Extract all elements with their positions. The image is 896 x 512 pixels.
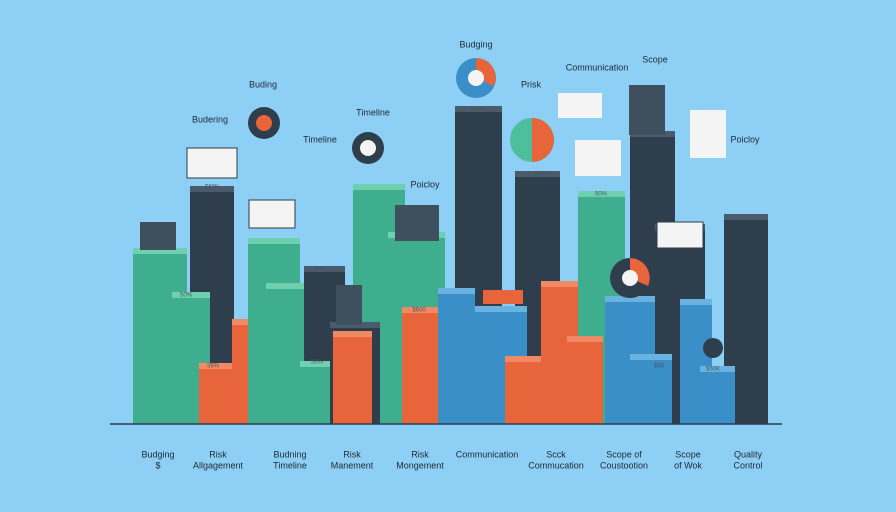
bar-label: $60K bbox=[205, 185, 219, 191]
bar-top bbox=[475, 306, 527, 312]
chart-icon bbox=[575, 140, 621, 176]
bar-top bbox=[605, 296, 657, 302]
bottom-label: Control bbox=[733, 460, 762, 470]
bar-label: 50% bbox=[595, 192, 608, 198]
bar-top bbox=[402, 307, 445, 313]
bar-label: $50K bbox=[706, 367, 720, 373]
bottom-label: Mongement bbox=[396, 460, 444, 470]
bar-top bbox=[455, 106, 502, 112]
bar-top bbox=[190, 186, 234, 192]
bottom-label: Scope bbox=[675, 449, 701, 459]
top-label: Timeline bbox=[303, 134, 337, 144]
top-label: Poicloy bbox=[410, 179, 440, 189]
bottom-label: Budning bbox=[273, 449, 306, 459]
top-label: Scope bbox=[642, 54, 668, 64]
pie-hole bbox=[468, 70, 484, 86]
bar-top bbox=[724, 214, 768, 220]
icons bbox=[140, 58, 726, 358]
bar-top bbox=[353, 184, 405, 190]
bottom-label: Quality bbox=[734, 449, 763, 459]
bar-shape bbox=[199, 367, 234, 424]
bottom-label: Coustootion bbox=[600, 460, 648, 470]
bar-label: $6K bbox=[315, 267, 326, 273]
building-icon bbox=[395, 205, 439, 241]
gear-hub bbox=[256, 115, 272, 131]
bottom-label: Allgagement bbox=[193, 460, 244, 470]
bar-label: 36% bbox=[207, 364, 220, 370]
top-label: Budging bbox=[459, 39, 492, 49]
bar-shape bbox=[402, 311, 445, 424]
bottom-label: of Wok bbox=[674, 460, 702, 470]
bar-shape bbox=[266, 287, 306, 424]
bottom-label: Scope of bbox=[606, 449, 642, 459]
chart-icon bbox=[558, 93, 602, 118]
bar-shape bbox=[333, 335, 372, 424]
bar-label: $60K bbox=[534, 172, 548, 178]
bar-shape bbox=[630, 358, 672, 424]
bar-label: $600 bbox=[412, 308, 426, 314]
bar-top bbox=[333, 331, 372, 337]
bar-top bbox=[199, 363, 234, 369]
bar-top bbox=[172, 292, 210, 298]
pie-slice bbox=[532, 118, 554, 162]
bar-top bbox=[515, 171, 560, 177]
monitor-icon bbox=[656, 221, 704, 249]
bottom-label: $ bbox=[155, 460, 160, 470]
bar-shape bbox=[438, 292, 475, 424]
label-group: Budging Prisk Communication Scope Buding Bude… bbox=[141, 39, 762, 470]
bar-top bbox=[304, 266, 345, 272]
top-label: Budering bbox=[192, 114, 228, 124]
bar-top bbox=[300, 361, 330, 367]
bottom-label: Scck bbox=[546, 449, 566, 459]
bar-label: 50% bbox=[311, 360, 324, 366]
building-icon bbox=[336, 285, 362, 325]
bottom-label: Budging bbox=[141, 449, 174, 459]
book-icon bbox=[483, 290, 523, 304]
monitor-icon bbox=[248, 199, 296, 229]
chart-icon bbox=[690, 110, 726, 158]
bar-shape bbox=[700, 370, 735, 424]
bottom-label: Risk bbox=[343, 449, 361, 459]
bar-shape bbox=[300, 365, 330, 424]
top-label: Prisk bbox=[521, 79, 541, 89]
bottom-label: Communication bbox=[456, 449, 519, 459]
house-icon bbox=[140, 222, 176, 250]
bar-top bbox=[248, 238, 300, 244]
bottom-label: Risk bbox=[209, 449, 227, 459]
gear-icon bbox=[703, 338, 723, 358]
bar-top bbox=[541, 281, 580, 287]
top-label: Buding bbox=[249, 79, 277, 89]
bar-top bbox=[438, 288, 475, 294]
bar-group bbox=[133, 106, 768, 424]
bottom-label: Timeline bbox=[273, 460, 307, 470]
bar-shape bbox=[505, 360, 545, 424]
bar-shape bbox=[567, 340, 603, 424]
bottom-label: Commucation bbox=[528, 460, 584, 470]
bar-top bbox=[630, 354, 672, 360]
bar-top bbox=[133, 248, 187, 254]
bar-label: $60 bbox=[654, 364, 665, 370]
top-label: Communication bbox=[566, 62, 629, 72]
gear-hub bbox=[360, 140, 376, 156]
top-label: Poicloy bbox=[730, 134, 760, 144]
bar-top bbox=[505, 356, 545, 362]
bar-top bbox=[567, 336, 603, 342]
bar-top bbox=[680, 299, 712, 305]
top-label: Timeline bbox=[356, 107, 390, 117]
bottom-label: Risk bbox=[411, 449, 429, 459]
pie-hole bbox=[622, 270, 638, 286]
bottom-label: Manement bbox=[331, 460, 374, 470]
monitor-icon bbox=[186, 147, 238, 179]
bar-top bbox=[266, 283, 306, 289]
bar-top bbox=[700, 366, 735, 372]
building-icon bbox=[629, 85, 665, 135]
bar-label: $50% bbox=[470, 108, 486, 114]
bar-top bbox=[578, 191, 625, 197]
bar-label: 50% bbox=[180, 293, 193, 299]
